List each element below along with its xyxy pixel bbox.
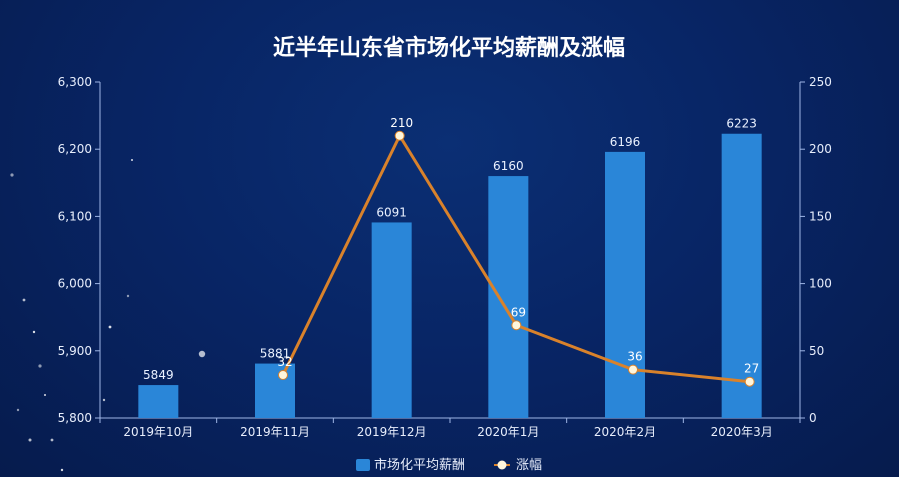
bar-series: 5849 5881 6091 6160 6196 6223 [138,117,762,418]
axes: 5,800 5,900 6,000 6,100 6,200 6,300 0 50 100 150 2… [58,75,832,439]
sparkle-dot [108,325,112,329]
sparkle-dot [44,394,46,396]
line-series: 32 210 69 36 27 [277,116,759,387]
y-left-tick-label: 5,900 [58,344,92,358]
salary-bar [255,363,295,418]
growth-point [628,364,638,375]
y-right-tick-label: 50 [809,344,824,358]
sparkle-dot [10,173,14,177]
legend-swatch-bar [356,459,370,471]
sparkle-dot [71,214,73,216]
salary-bar [605,151,645,418]
legend-label-line: 涨幅 [516,458,542,473]
x-tick-label: 2019年11月 [240,425,310,439]
growth-point [278,369,288,380]
sparkle-dot [60,468,64,472]
y-left-tick-label: 6,100 [58,209,92,223]
growth-point-label: 69 [511,305,526,319]
x-tick-label: 2020年3月 [711,425,773,439]
y-right-tick-label: 100 [809,277,832,291]
y-left-tick-label: 6,200 [58,142,92,156]
sparkle-dot [131,159,133,161]
x-tick-label: 2019年10月 [123,425,193,439]
sparkle-dot [16,408,20,412]
salary-bar-label: 6091 [376,205,407,219]
growth-point-label: 27 [744,362,759,376]
y-right-tick-label: 0 [809,411,817,425]
chart-title: 近半年山东省市场化平均薪酬及涨幅 [273,35,625,61]
y-left-tick-label: 5,800 [58,411,92,425]
x-tick-label: 2020年1月 [477,425,539,439]
legend: 市场化平均薪酬 涨幅 [356,457,542,473]
sparkle-dot [102,398,106,402]
growth-point-label: 32 [277,355,292,369]
y-right-tick-label: 250 [809,75,832,89]
x-tick-label: 2020年2月 [594,425,656,439]
growth-point-label: 210 [390,116,413,130]
sparkle-dot [22,298,26,302]
background-sparkles [10,159,206,472]
x-tick-label: 2019年12月 [357,425,427,439]
growth-point [511,320,522,331]
salary-bar-label: 6160 [493,159,524,173]
salary-bar [721,133,762,418]
sparkle-dot [38,364,42,368]
legend-label-bar: 市场化平均薪酬 [374,457,465,473]
y-right-tick-label: 150 [809,209,832,223]
salary-bar-label: 6196 [610,135,641,149]
growth-point [744,376,755,387]
growth-point-label: 36 [627,350,642,364]
y-left-tick-label: 6,000 [58,277,92,291]
salary-bar [488,176,529,418]
sparkle-dot [126,294,130,298]
sparkle-dot [198,350,206,358]
salary-bar-label: 5849 [143,368,174,382]
y-right-tick-label: 200 [809,142,832,156]
salary-bar [138,385,179,418]
salary-bar [371,222,412,418]
sparkle-dot [50,438,54,442]
y-left-tick-label: 6,300 [58,75,92,89]
growth-point [394,130,405,141]
legend-swatch-marker [497,460,507,470]
salary-bar-label: 6223 [726,117,757,131]
sparkle-dot [32,330,36,334]
salary-bar-label: 5881 [260,347,291,361]
sparkle-dot [28,438,32,442]
